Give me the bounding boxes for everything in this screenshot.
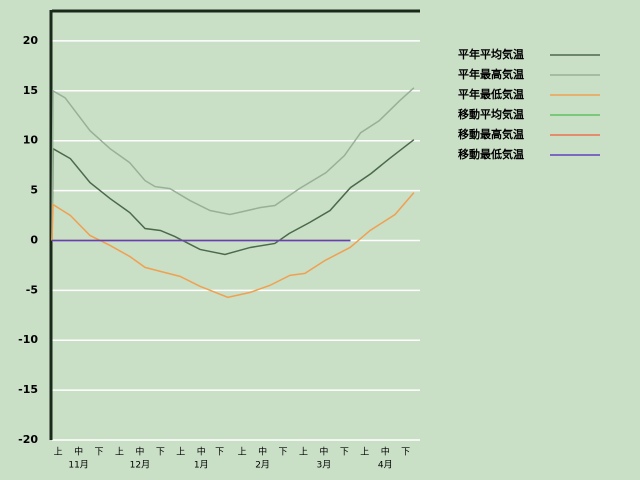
legend-label: 平年最低気温: [458, 87, 524, 101]
legend-label: 平年最高気温: [458, 67, 524, 81]
x-tick-label: 中: [381, 446, 390, 458]
x-tick-label: 下: [340, 448, 349, 458]
y-tick-label: -10: [18, 333, 38, 346]
legend-label: 移動最低気温: [458, 147, 524, 161]
x-tick-label: 下: [156, 448, 165, 458]
y-tick-label: 10: [23, 134, 39, 147]
month-label: 4月: [378, 460, 393, 471]
y-tick-label: 0: [30, 233, 38, 246]
month-label: 12月: [130, 460, 150, 471]
line-series: [51, 139, 415, 256]
x-tick-label: 中: [319, 446, 328, 458]
x-tick-label: 下: [401, 448, 410, 458]
y-tick-label: -20: [18, 433, 38, 446]
y-tick-label: 20: [23, 34, 39, 47]
y-tick-label: -5: [26, 283, 38, 296]
y-tick-label: -15: [18, 383, 38, 396]
line-series: [51, 192, 415, 299]
month-label: 1月: [194, 460, 209, 471]
x-tick-label: 下: [215, 448, 224, 458]
y-tick-label: 15: [23, 84, 38, 97]
x-tick-label: 上: [360, 447, 369, 458]
line-series: [51, 87, 415, 241]
x-tick-label: 下: [95, 448, 104, 458]
legend-label: 移動平均気温: [458, 107, 524, 121]
x-tick-label: 中: [135, 446, 144, 458]
x-tick-label: 中: [74, 446, 83, 458]
legend-label: 平年平均気温: [458, 47, 524, 61]
y-tick-label: 5: [30, 184, 38, 197]
x-tick-label: 上: [299, 447, 308, 458]
month-label: 3月: [317, 460, 332, 471]
x-tick-label: 上: [238, 447, 247, 458]
x-tick-label: 下: [279, 448, 288, 458]
x-tick-label: 中: [197, 446, 206, 458]
month-label: 2月: [255, 460, 270, 471]
x-tick-label: 上: [176, 447, 185, 458]
x-tick-label: 中: [258, 446, 267, 458]
x-tick-label: 上: [115, 447, 124, 458]
legend-label: 移動最高気温: [458, 127, 524, 141]
month-label: 11月: [68, 460, 88, 471]
x-tick-label: 上: [54, 447, 63, 458]
